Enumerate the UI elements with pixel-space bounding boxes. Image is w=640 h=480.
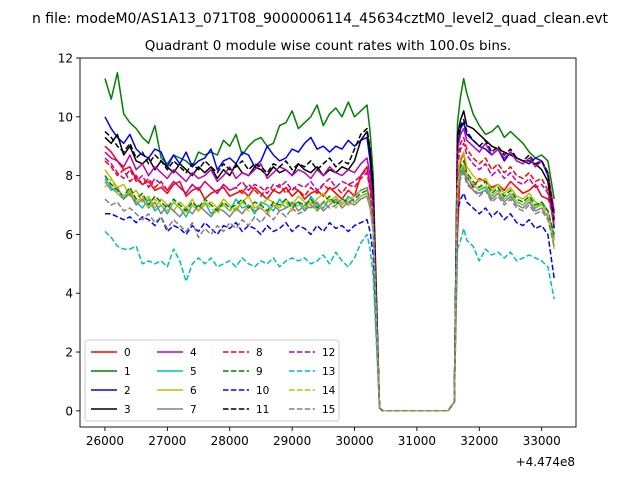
series-line-10 xyxy=(105,192,555,412)
plot-area xyxy=(79,57,577,428)
y-tick-label: 0 xyxy=(65,404,73,418)
x-tick-label: 30000 xyxy=(335,434,373,448)
legend-box xyxy=(84,339,340,422)
series-line-1 xyxy=(104,71,555,412)
series-line-12 xyxy=(104,142,555,412)
legend-label-11: 11 xyxy=(256,404,269,416)
x-tick-label: 26000 xyxy=(86,434,124,448)
legend-label-14: 14 xyxy=(322,385,336,397)
y-tick-label: 6 xyxy=(65,228,73,242)
legend-label-8: 8 xyxy=(256,347,263,359)
plot-frame xyxy=(79,57,577,428)
legend-label-4: 4 xyxy=(190,347,197,359)
series-line-3 xyxy=(104,110,555,412)
y-tick-label: 10 xyxy=(58,110,73,124)
y-axis: 0 2 4 6 8 10 12 xyxy=(58,52,80,418)
x-tick-label: 29000 xyxy=(273,434,311,448)
series-line-4 xyxy=(104,127,555,412)
x-axis: 26000 27000 28000 29000 30000 31000 32000 33000 xyxy=(86,427,561,448)
legend-label-10: 10 xyxy=(256,385,269,397)
series-line-11 xyxy=(104,118,555,412)
x-tick-label: 32000 xyxy=(460,434,498,448)
y-tick-label: 4 xyxy=(65,287,73,301)
x-tick-label: 33000 xyxy=(523,434,561,448)
x-tick-label: 31000 xyxy=(398,434,436,448)
series-line-15 xyxy=(104,171,555,412)
chart-title: Quadrant 0 module wise count rates with … xyxy=(145,38,511,54)
legend-label-2: 2 xyxy=(124,385,131,397)
series-line-6 xyxy=(104,151,555,412)
series-line-8 xyxy=(104,136,555,412)
x-tick-label: 28000 xyxy=(211,434,249,448)
legend-label-7: 7 xyxy=(190,404,197,416)
y-tick-label: 2 xyxy=(65,346,73,360)
legend-label-5: 5 xyxy=(190,366,197,378)
series-line-13 xyxy=(104,227,555,412)
series-line-14 xyxy=(104,163,555,412)
legend-label-12: 12 xyxy=(322,347,335,359)
legend-label-1: 1 xyxy=(124,366,131,378)
legend-label-9: 9 xyxy=(256,366,263,378)
legend-label-3: 3 xyxy=(124,404,131,416)
x-tick-label: 27000 xyxy=(148,434,186,448)
legend-label-6: 6 xyxy=(190,385,197,397)
y-tick-label: 12 xyxy=(58,52,73,66)
legend-label-0: 0 xyxy=(124,347,131,359)
x-axis-offset-label: +4.474e8 xyxy=(516,455,575,469)
legend-label-13: 13 xyxy=(322,366,335,378)
y-tick-label: 8 xyxy=(65,169,73,183)
figure-suptitle: n file: modeM0/AS1A13_071T08_9000006114_… xyxy=(32,11,609,27)
legend-label-15: 15 xyxy=(322,404,335,416)
series-lines xyxy=(104,71,555,412)
